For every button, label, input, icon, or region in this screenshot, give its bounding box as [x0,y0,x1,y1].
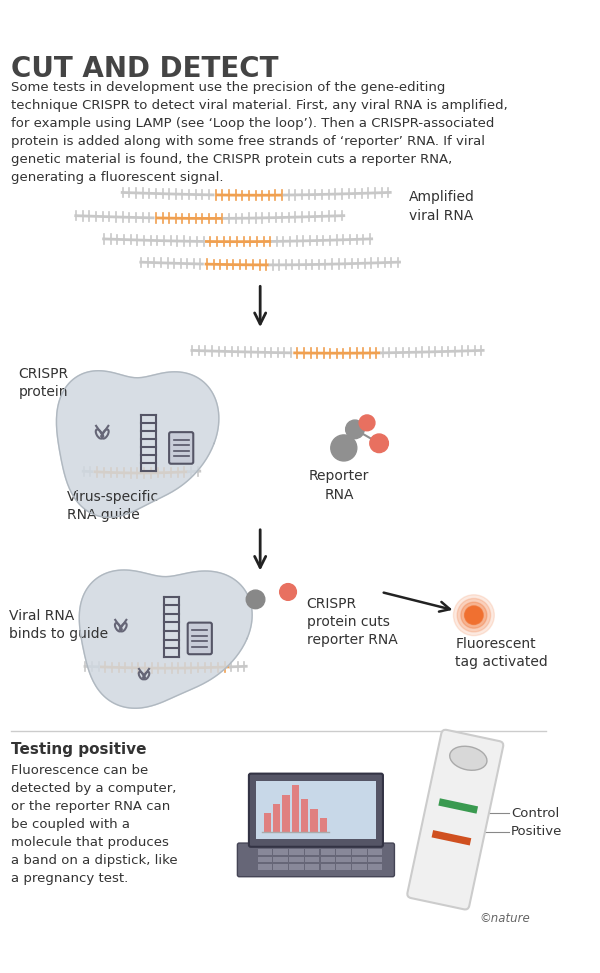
Circle shape [280,584,296,600]
Text: CRISPR
protein cuts
reporter RNA: CRISPR protein cuts reporter RNA [307,596,397,647]
FancyBboxPatch shape [188,623,212,654]
Bar [352,864,367,870]
Circle shape [454,595,494,635]
FancyBboxPatch shape [249,774,383,847]
Bar [368,849,382,855]
Polygon shape [79,570,252,708]
Text: Fluorescence can be
detected by a computer,
or the reporter RNA can
be coupled w: Fluorescence can be detected by a comput… [11,764,178,884]
Bar [256,781,376,840]
Bar [257,857,272,862]
Bar [289,864,304,870]
Circle shape [464,606,483,625]
Bar [310,809,317,832]
Circle shape [331,435,357,461]
FancyBboxPatch shape [407,730,503,910]
Bar [274,864,288,870]
Circle shape [359,414,375,431]
Bar [257,849,272,855]
Bar [368,864,382,870]
Text: Positive: Positive [511,825,562,838]
Circle shape [246,590,265,609]
Bar [292,785,299,832]
Circle shape [346,420,364,439]
Text: Amplified
viral RNA: Amplified viral RNA [409,190,475,223]
Bar [274,849,288,855]
Bar [273,804,280,832]
Circle shape [370,434,388,452]
Text: Control: Control [511,807,559,819]
Bar [257,864,272,870]
Bar [305,849,319,855]
Text: CUT AND DETECT: CUT AND DETECT [11,54,278,83]
Circle shape [457,598,491,631]
Bar [289,857,304,862]
Bar [289,849,304,855]
Text: Testing positive: Testing positive [11,742,146,758]
Bar [264,813,271,832]
Bar [337,849,351,855]
Bar [368,857,382,862]
Bar [439,798,478,813]
Bar [305,857,319,862]
Bar [274,857,288,862]
Text: Fluorescent
tag activated: Fluorescent tag activated [455,636,548,669]
Bar [431,830,471,846]
Bar [352,849,367,855]
Bar [321,849,335,855]
Bar [283,795,290,832]
Circle shape [466,607,482,624]
Circle shape [461,602,487,629]
Bar [321,864,335,870]
Text: CRISPR
protein: CRISPR protein [19,367,69,400]
Bar [337,864,351,870]
FancyBboxPatch shape [169,432,193,464]
Text: Reporter
RNA: Reporter RNA [309,469,370,502]
Bar [301,800,308,832]
Polygon shape [56,371,219,518]
Text: Virus-specific
RNA guide: Virus-specific RNA guide [67,489,159,523]
Ellipse shape [450,746,487,771]
FancyBboxPatch shape [238,843,394,877]
Text: ©nature: ©nature [479,912,530,924]
Bar [321,857,335,862]
Bar [320,818,327,832]
Text: Viral RNA
binds to guide: Viral RNA binds to guide [9,609,109,641]
Text: Some tests in development use the precision of the gene-editing
technique CRISPR: Some tests in development use the precis… [11,81,508,184]
Bar [337,857,351,862]
Bar [352,857,367,862]
Bar [305,864,319,870]
